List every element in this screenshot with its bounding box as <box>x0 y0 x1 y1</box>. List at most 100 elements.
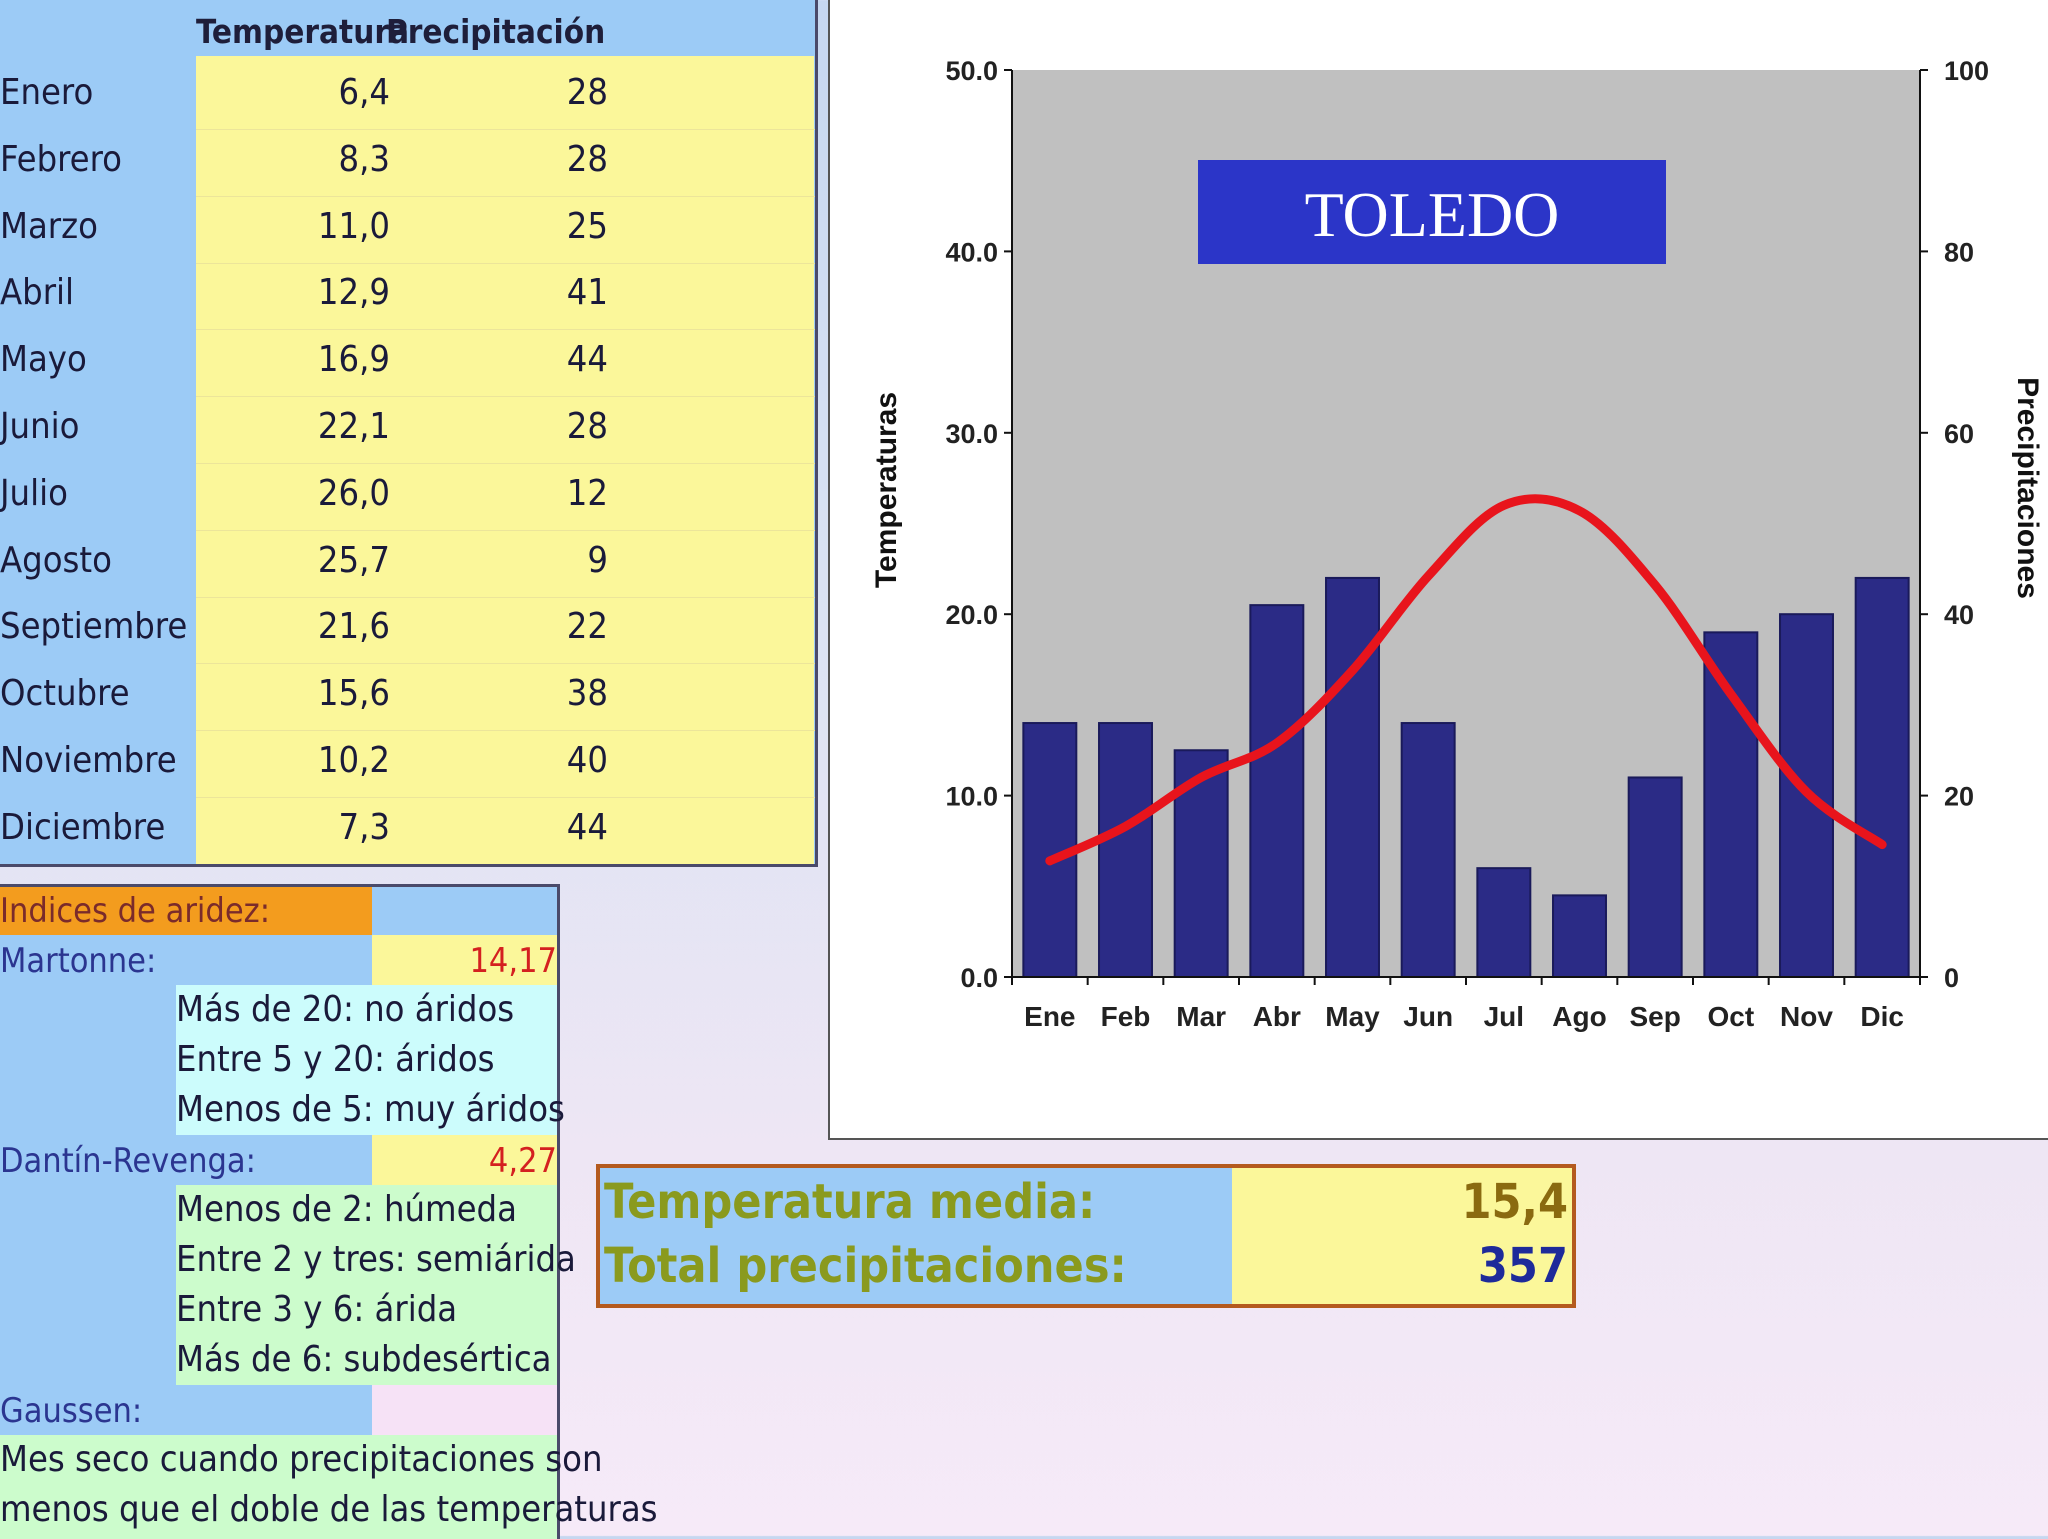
x-tick-label: Abr <box>1253 1001 1301 1032</box>
precipitation-bar <box>1476 867 1532 978</box>
row-divider <box>196 730 815 732</box>
table-row: Octubre 15,6 38 <box>0 665 815 732</box>
dantin-label: Dantín-Revenga: <box>0 1141 256 1181</box>
precipitation-value: 22 <box>566 606 608 648</box>
y-tick-label: 50.0 <box>945 56 998 86</box>
y-tick-label: 0.0 <box>960 963 998 993</box>
x-tick-label: Ago <box>1552 1001 1606 1032</box>
precipitation-bar <box>1627 776 1683 979</box>
table-row: Abril 12,9 41 <box>0 264 815 331</box>
header-precipitation: Precipitación <box>386 12 606 51</box>
table-row: Noviembre 10,2 40 <box>0 732 815 798</box>
temperature-value: 26,0 <box>317 472 390 514</box>
month-name: Julio <box>0 472 68 514</box>
total-precipitation-value: 357 <box>1477 1238 1568 1294</box>
month-name: Agosto <box>0 539 112 581</box>
gaussen-text-line: Mes seco cuando precipitaciones son <box>0 1439 603 1480</box>
temperature-value: 25,7 <box>317 539 390 581</box>
row-divider <box>196 396 815 398</box>
row-divider <box>196 129 815 130</box>
month-name: Diciembre <box>0 806 166 848</box>
table-row: Agosto 25,7 9 <box>0 532 815 598</box>
month-name: Junio <box>0 406 80 447</box>
month-name: Enero <box>0 72 94 113</box>
row-divider <box>196 463 815 464</box>
x-tick-label: Feb <box>1101 1001 1151 1032</box>
month-name: Abril <box>0 272 75 314</box>
table-row: Julio 26,0 12 <box>0 465 815 531</box>
table-row: Enero 6,4 28 <box>0 64 815 130</box>
climograph-chart: 0.0 10.0 20.0 30.0 40.0 50.0 0 20 40 60 80 100 Ene Fe… <box>870 56 2044 1032</box>
table-row: Mayo 16,9 44 <box>0 331 815 398</box>
indices-title-bg <box>0 887 372 935</box>
temperature-value: 8,3 <box>338 138 391 180</box>
row-divider <box>196 329 815 331</box>
precipitation-value: 12 <box>566 472 608 514</box>
table-row: Marzo 11,0 25 <box>0 198 815 264</box>
x-tick-label: Nov <box>1780 1001 1833 1032</box>
x-tick-label: Dic <box>1860 1001 1904 1032</box>
temperature-value: 12,9 <box>317 272 390 314</box>
precipitation-value: 44 <box>566 806 608 848</box>
y2-tick-label: 40 <box>1944 600 1974 630</box>
dantin-scale-bg <box>176 1185 557 1385</box>
precipitation-value: 9 <box>587 539 608 581</box>
temperature-value: 10,2 <box>317 740 390 781</box>
x-tick-label: Mar <box>1176 1001 1226 1032</box>
martonne-scale-bg <box>176 985 557 1135</box>
precipitation-bar <box>1552 894 1607 978</box>
precipitation-bar <box>1400 722 1456 978</box>
table-row: Junio 22,1 28 <box>0 398 815 464</box>
x-tick-label: Jul <box>1484 1001 1524 1032</box>
precipitation-bar <box>1173 749 1229 978</box>
precipitation-bar <box>1325 576 1380 978</box>
month-name: Noviembre <box>0 740 177 781</box>
precipitation-value: 40 <box>566 740 608 781</box>
aridity-indices-panel: Indices de aridez: Martonne: 14,17 Más d… <box>0 884 658 1539</box>
temperature-value: 11,0 <box>317 205 390 247</box>
dantin-value-bg <box>372 1135 557 1185</box>
x-tick-label: Ene <box>1024 1001 1075 1032</box>
table-row: Diciembre 7,3 44 <box>0 799 815 865</box>
summary-box: Temperatura media: 15,4 Total precipitac… <box>596 1164 1576 1308</box>
precipitation-bar <box>1098 722 1153 978</box>
gaussen-label: Gaussen: <box>0 1391 143 1431</box>
y-tick-label: 40.0 <box>945 237 998 267</box>
martonne-value-bg <box>372 935 557 985</box>
x-tick-label: Sep <box>1629 1001 1680 1032</box>
dantin-scale-line: Entre 2 y tres: semiárida <box>176 1239 576 1280</box>
summary-values-bg <box>1232 1168 1572 1304</box>
y2-tick-label: 0 <box>1944 963 1959 993</box>
table-row: Septiembre 21,6 22 <box>0 598 815 665</box>
dantin-scale-line: Más de 6: subdesértica <box>176 1339 552 1380</box>
month-name: Mayo <box>0 339 87 381</box>
y2-tick-label: 80 <box>1944 237 1974 267</box>
temperature-line <box>1045 494 1887 866</box>
header-temperature: Temperatura <box>196 12 410 51</box>
martonne-label: Martonne: <box>0 941 157 981</box>
row-divider <box>196 797 815 798</box>
gaussen-value-bg <box>372 1385 557 1435</box>
climograph-panel: 0.0 10.0 20.0 30.0 40.0 50.0 0 20 40 60 80 100 Ene Fe… <box>828 0 2048 1140</box>
temperature-value: 7,3 <box>338 806 391 848</box>
gaussen-text-line: menos que el doble de las temperaturas <box>0 1489 658 1530</box>
y-tick-label: 10.0 <box>945 782 998 812</box>
martonne-scale-line: Menos de 5: muy áridos <box>176 1089 565 1130</box>
y-axis-label: Temperaturas <box>870 392 903 588</box>
x-tick-label: May <box>1325 1001 1380 1032</box>
martonne-scale-line: Más de 20: no áridos <box>176 989 515 1030</box>
y-tick-label: 30.0 <box>945 419 998 449</box>
climate-data-table: Temperatura Precipitación Enero 6,4 28 Febr… <box>0 0 818 867</box>
precipitation-value: 28 <box>566 72 608 113</box>
precipitation-value: 44 <box>566 339 608 381</box>
gaussen-text-bg <box>0 1435 557 1539</box>
month-name: Febrero <box>0 138 122 180</box>
precipitation-bar <box>1703 631 1759 979</box>
row-divider <box>196 529 815 531</box>
temperature-value: 6,4 <box>338 72 391 113</box>
dantin-scale-line: Menos de 2: húmeda <box>176 1189 517 1230</box>
temperature-value: 22,1 <box>317 406 390 447</box>
y2-tick-label: 100 <box>1944 56 1989 86</box>
indices-title: Indices de aridez: <box>0 891 271 931</box>
mean-temperature-label: Temperatura media: <box>604 1174 1096 1230</box>
